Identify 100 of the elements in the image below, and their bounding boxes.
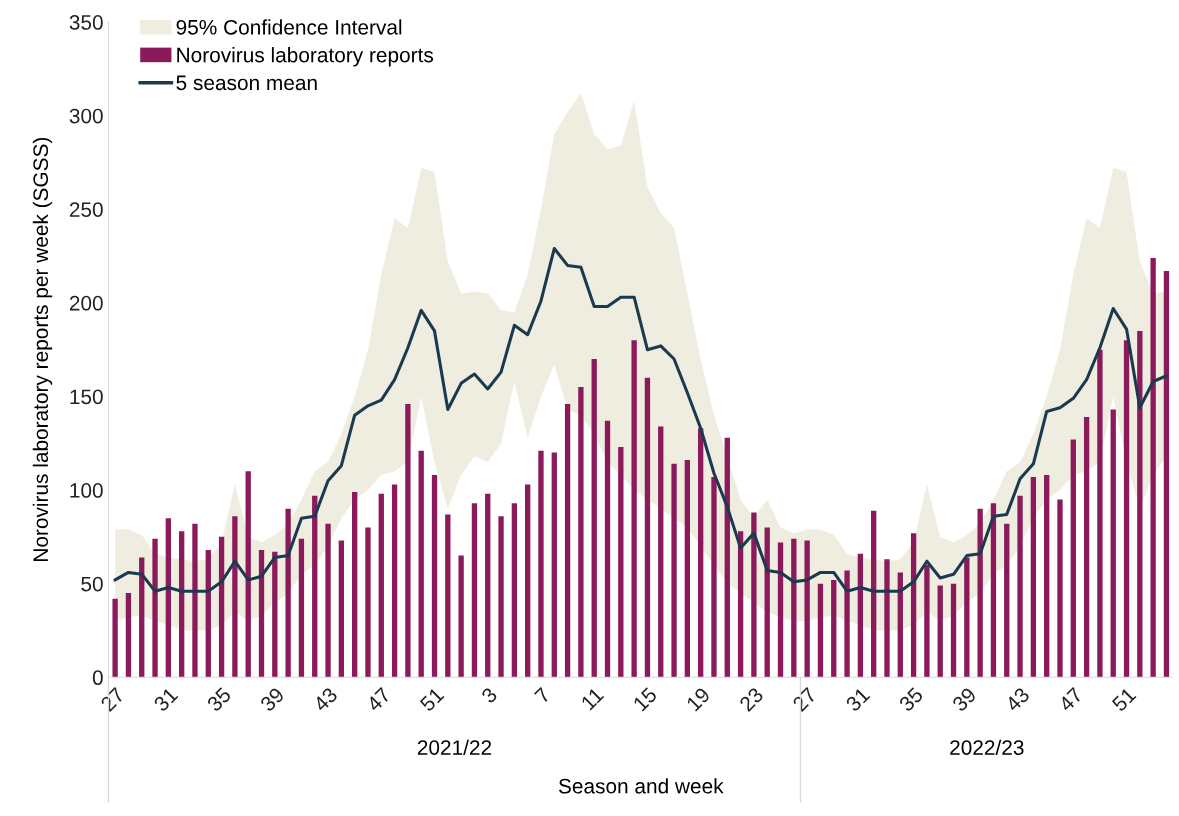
bar: [751, 512, 757, 678]
bar: [458, 555, 464, 678]
x-tick-label: 35: [206, 686, 232, 713]
bar: [897, 572, 903, 678]
bar: [352, 491, 358, 678]
bar: [431, 475, 438, 678]
bar: [990, 503, 997, 678]
bar: [272, 551, 278, 678]
legend-label: 5 season mean: [176, 75, 317, 91]
bar: [298, 538, 305, 678]
x-tick-label: 27: [99, 686, 126, 712]
bar: [245, 471, 251, 678]
bar: [378, 493, 384, 678]
bar: [258, 549, 265, 678]
legend-label: 95% Confidence Interval: [176, 19, 402, 35]
x-tick-label: 43: [312, 686, 339, 713]
bar: [312, 495, 318, 678]
bar: [1083, 417, 1090, 678]
x-tick-label: 23: [738, 686, 765, 713]
x-tick-label: 27: [791, 686, 818, 712]
y-tick-label: 200: [69, 295, 103, 311]
bar: [884, 559, 890, 678]
bar: [471, 503, 478, 678]
bar: [125, 593, 132, 678]
bar: [538, 450, 544, 678]
bar: [511, 503, 518, 678]
x-tick-label: 15: [632, 686, 658, 712]
bar: [1004, 523, 1010, 678]
x-tick-label: 7: [534, 686, 551, 704]
bar: [698, 428, 704, 678]
bar: [631, 340, 637, 678]
bar: [338, 540, 345, 678]
bar: [950, 583, 957, 678]
x-tick-label: 39: [259, 686, 285, 713]
bar: [1097, 349, 1103, 678]
bar: [1137, 330, 1143, 678]
x-tick-label: 3: [480, 686, 498, 705]
bar: [658, 426, 664, 678]
y-tick-label: 150: [70, 389, 103, 405]
bar: [737, 531, 744, 678]
bar: [205, 549, 211, 678]
bar: [578, 387, 584, 678]
bar: [1030, 476, 1037, 678]
y-tick-label: 50: [81, 576, 103, 592]
bar: [804, 540, 810, 678]
bar: [391, 484, 398, 678]
bar: [791, 538, 797, 678]
bar: [618, 447, 624, 678]
bar: [910, 533, 917, 678]
y-axis-title: Norovirus laboratory reports per week (SGSS): [32, 137, 53, 561]
x-tick-label: 43: [1004, 686, 1031, 713]
bar: [1163, 271, 1170, 678]
bar: [152, 538, 158, 678]
bar: [485, 493, 491, 678]
bar: [857, 553, 864, 678]
x-tick-label: 39: [951, 686, 977, 713]
bar: [1070, 439, 1076, 678]
bar: [924, 564, 930, 678]
text: 2021/22: [417, 739, 492, 755]
bar: [844, 570, 850, 678]
bar: [1123, 340, 1130, 678]
x-tick-label: 51: [419, 686, 445, 713]
bar: [218, 536, 225, 678]
bar: [1057, 499, 1063, 678]
bar: [964, 557, 970, 678]
bar: [604, 420, 611, 678]
bar: [1017, 495, 1023, 678]
bar: [365, 527, 371, 678]
bar: [1150, 257, 1156, 678]
bar: [525, 484, 531, 678]
bar: [564, 403, 571, 678]
bar: [871, 510, 877, 678]
bar: [1044, 475, 1050, 678]
bar: [1110, 409, 1116, 678]
y-tick-label: 0: [92, 670, 103, 686]
bar: [817, 583, 824, 678]
x-tick-label: 31: [152, 686, 179, 713]
bar: [498, 516, 504, 678]
bar: [591, 359, 597, 678]
y-tick-label: 350: [69, 15, 103, 30]
x-tick-label: 51: [1111, 686, 1137, 713]
x-tick-label: 19: [685, 686, 711, 712]
bar: [112, 598, 118, 678]
x-tick-label: 47: [365, 686, 392, 713]
bar: [179, 531, 185, 678]
x-tick-label: 47: [1057, 686, 1084, 713]
bar: [777, 542, 784, 678]
bar: [285, 508, 291, 678]
line-series: [113, 247, 1168, 593]
bar: [418, 450, 424, 678]
text: 2022/23: [950, 739, 1024, 755]
y-tick-label: 300: [69, 108, 103, 124]
y-tick-label: 100: [70, 483, 103, 498]
x-tick-label: 35: [898, 686, 924, 713]
bar: [232, 516, 238, 678]
bar: [551, 452, 557, 678]
bar: [977, 508, 983, 678]
x-tick-label: 11: [580, 686, 605, 711]
bar: [684, 460, 691, 678]
y-tick-label: 250: [69, 202, 103, 217]
